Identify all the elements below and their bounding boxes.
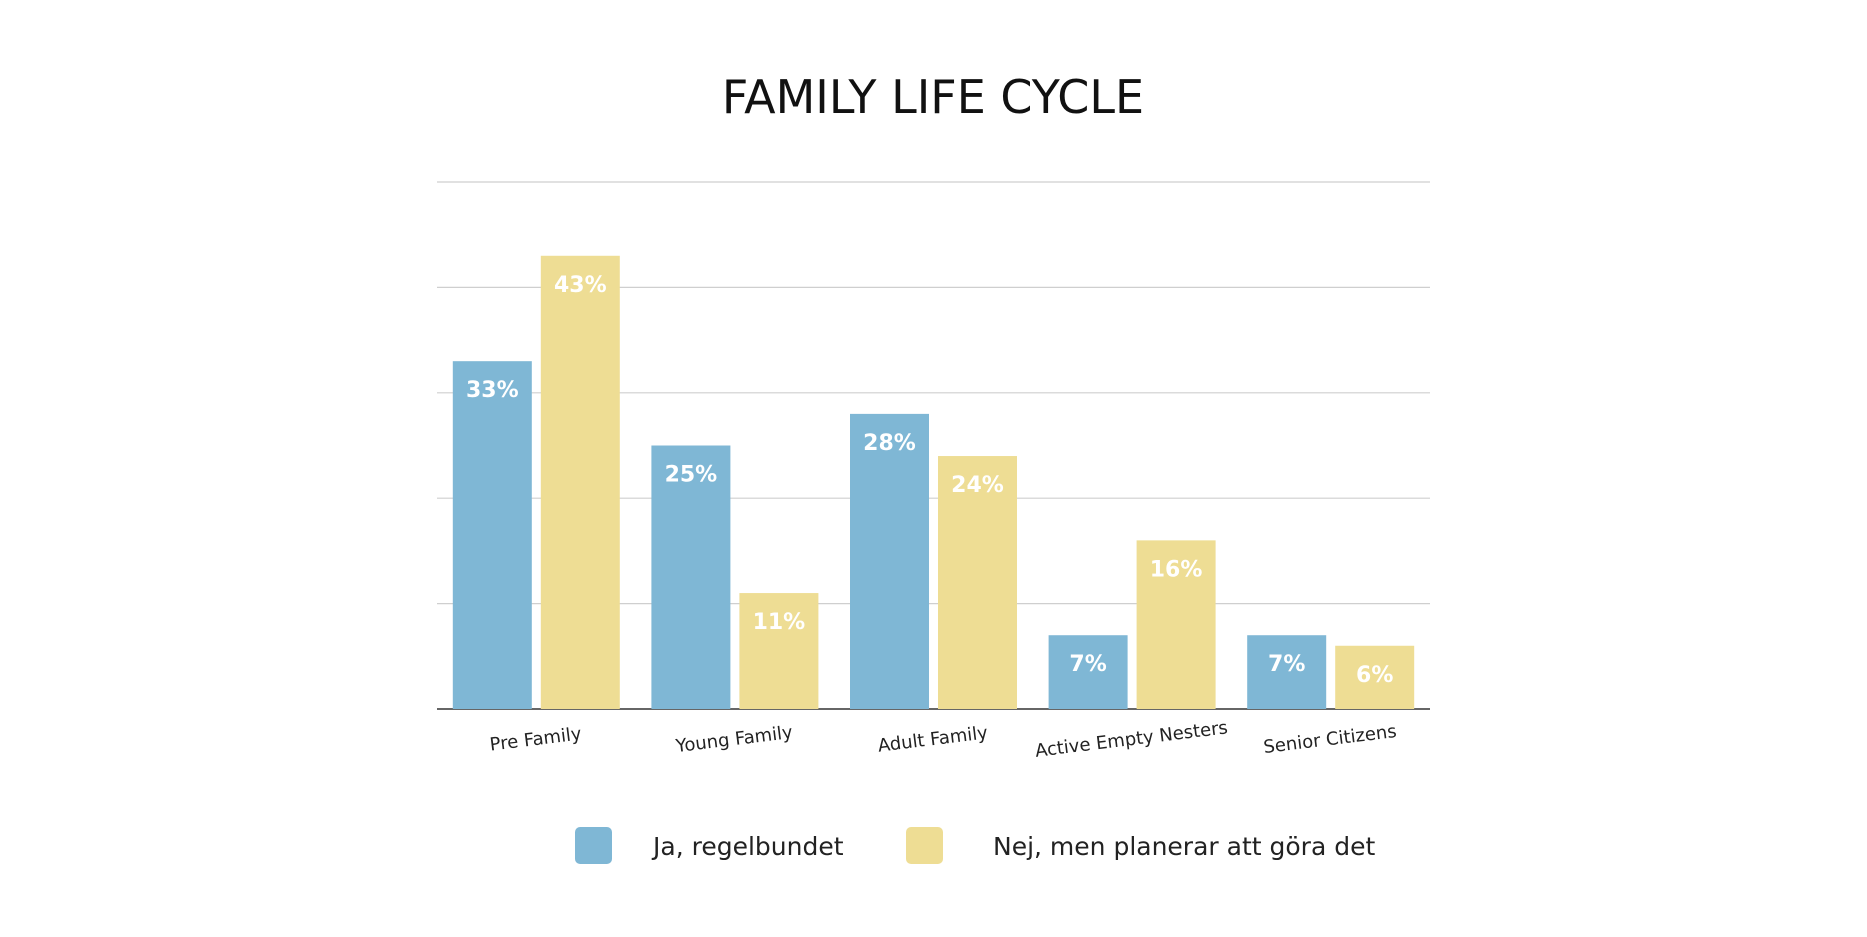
category-label: Pre Family [489, 723, 583, 755]
chart-title: FAMILY LIFE CYCLE [722, 70, 1144, 124]
category-label: Young Family [674, 722, 795, 757]
data-label: 43% [554, 273, 607, 298]
bar [938, 456, 1017, 709]
legend-label: Ja, regelbundet [651, 832, 844, 861]
category-label: Senior Citizens [1262, 721, 1398, 758]
data-label: 25% [665, 463, 718, 488]
legend-swatch [906, 827, 943, 864]
bar [1136, 540, 1216, 709]
bar [540, 255, 620, 709]
bar [452, 361, 532, 709]
data-label: 24% [951, 473, 1004, 498]
category-label: Adult Family [877, 722, 990, 756]
data-labels: 33% 43% 25% 11% 28% 24% 7% 16% 7% 6% [466, 273, 1393, 688]
legend-swatch [575, 827, 612, 864]
data-label: 28% [863, 431, 916, 456]
bar [651, 445, 731, 709]
data-label: 16% [1150, 557, 1203, 582]
bar [1048, 635, 1128, 709]
legend: Ja, regelbundet Nej, men planerar att gör… [575, 827, 1375, 864]
bar [850, 413, 929, 709]
data-label: 11% [753, 610, 806, 635]
bar [1247, 635, 1327, 709]
category-labels: Pre Family Young Family Adult Family Active… [489, 717, 1398, 761]
bars [452, 255, 1415, 709]
category-label: Active Empty Nesters [1034, 717, 1229, 761]
legend-label: Nej, men planerar att göra det [993, 832, 1375, 861]
data-label: 6% [1356, 663, 1393, 688]
bar [739, 593, 819, 709]
data-label: 7% [1069, 652, 1106, 677]
data-label: 33% [466, 378, 519, 403]
bar [1335, 645, 1415, 709]
data-label: 7% [1268, 652, 1305, 677]
